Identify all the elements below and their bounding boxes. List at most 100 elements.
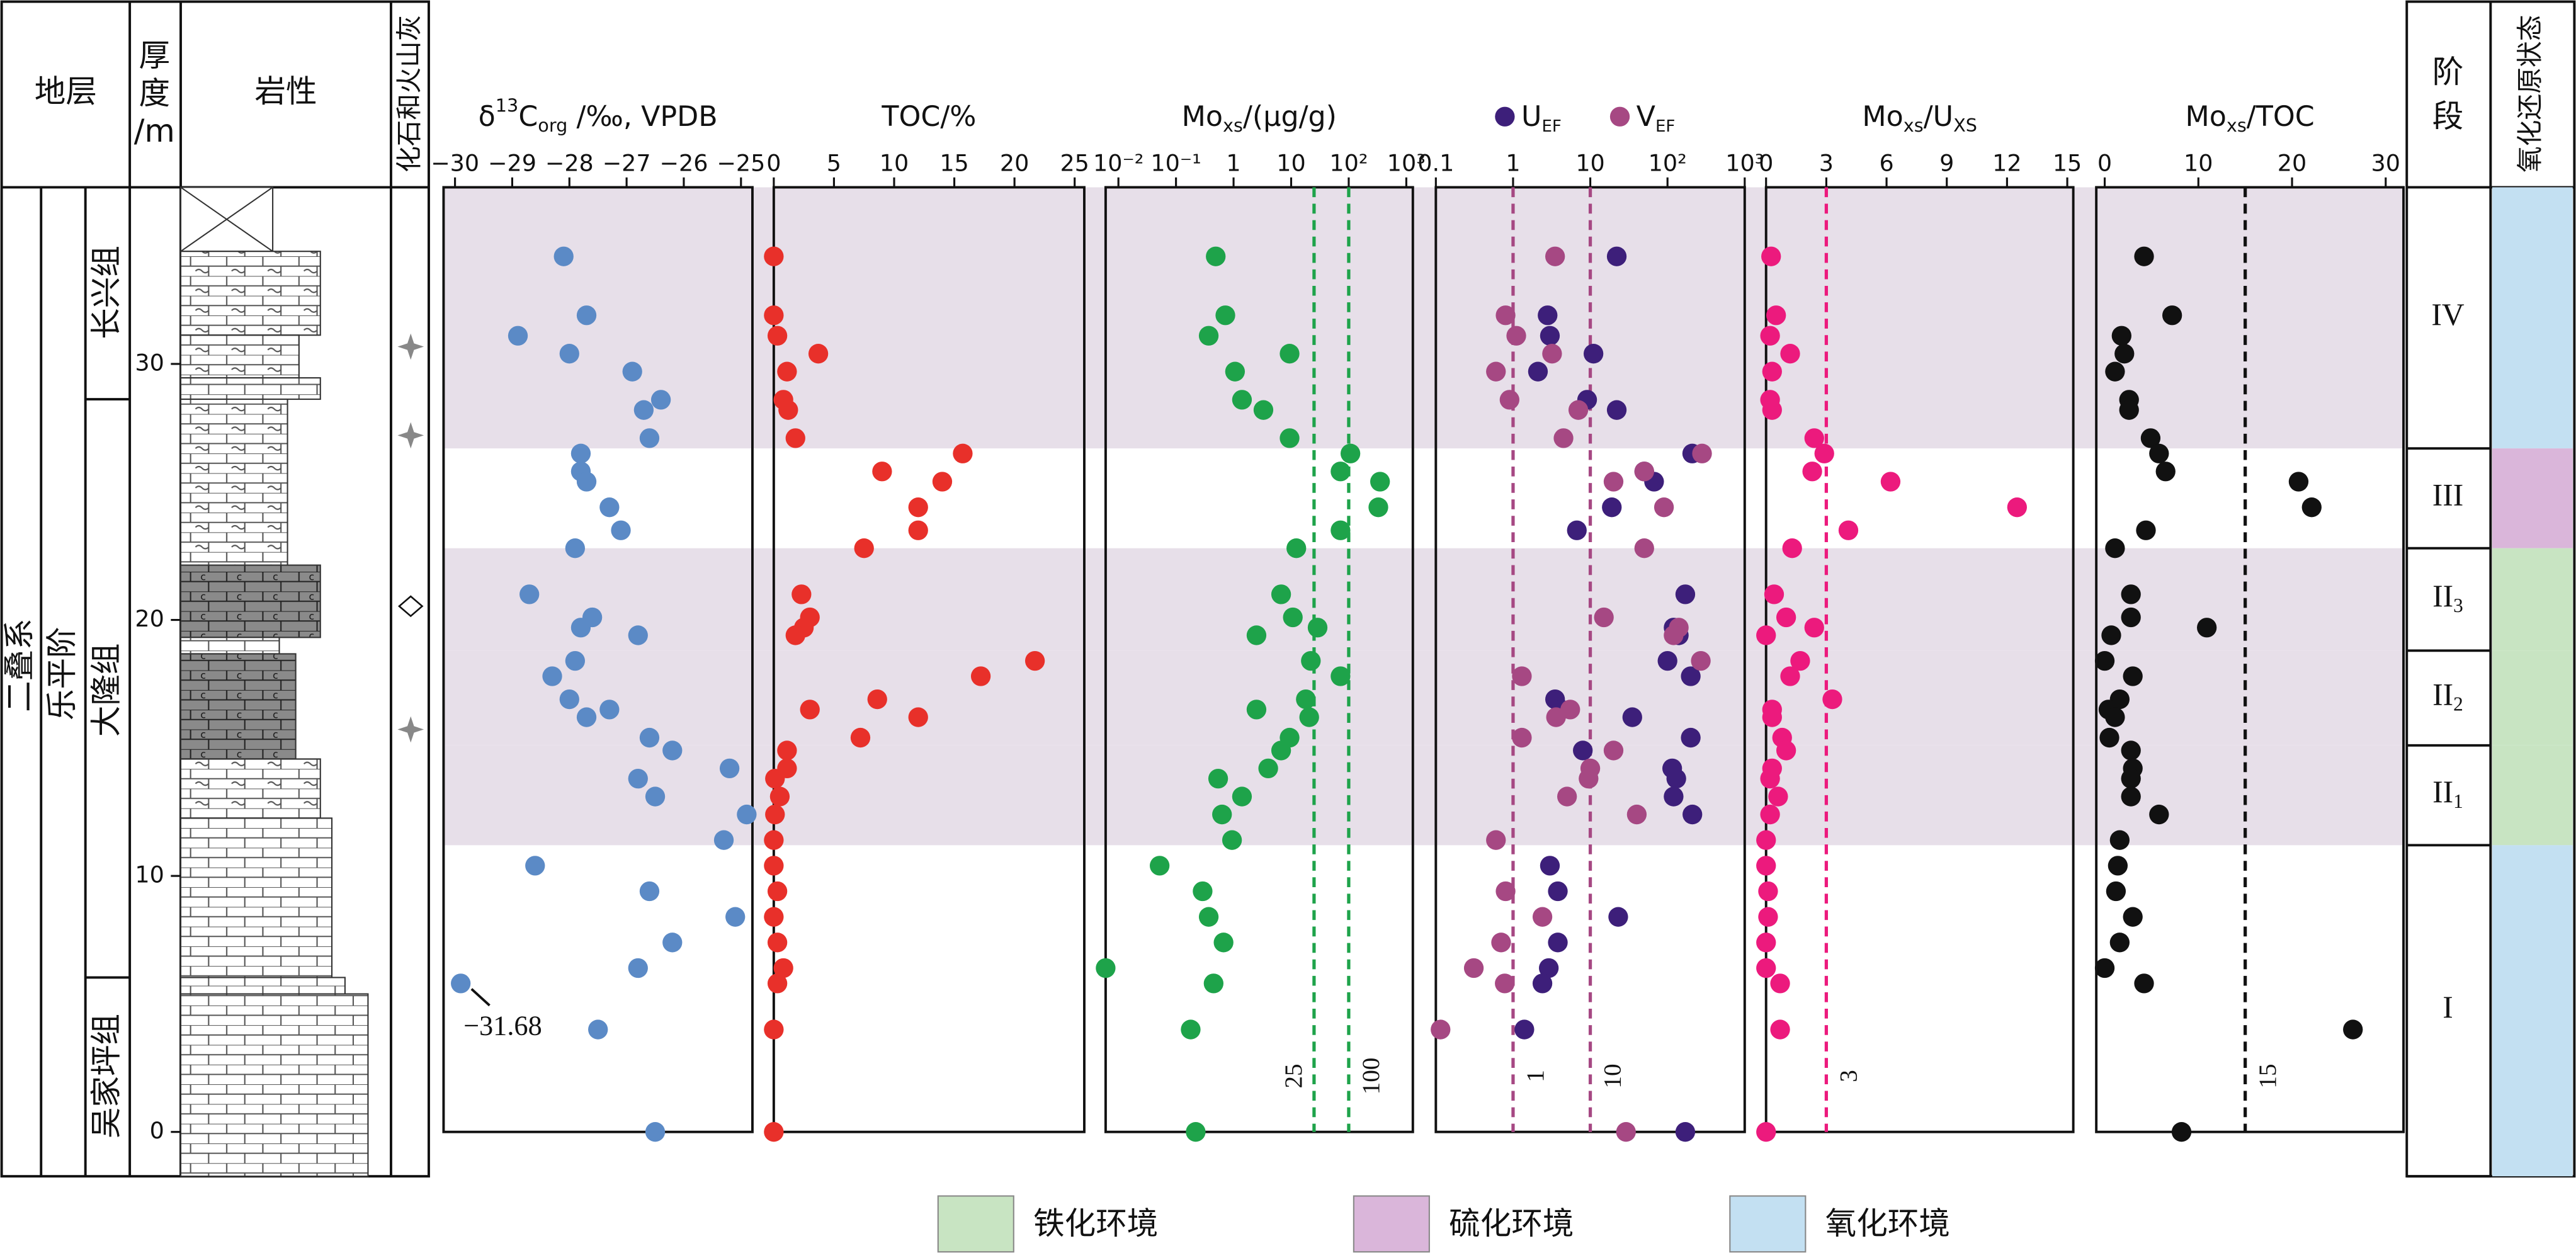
data-point <box>1814 443 1834 463</box>
panel-title-part: xs <box>1223 115 1243 136</box>
data-point <box>1232 390 1252 410</box>
data-point <box>1622 707 1642 727</box>
data-point <box>553 246 574 266</box>
data-point <box>2149 443 2169 463</box>
data-point <box>645 786 666 807</box>
reference-label: 25 <box>1280 1063 1307 1088</box>
panel-title-part: δ <box>479 101 496 133</box>
panel-title-part: 13 <box>496 95 519 116</box>
data-point <box>1758 907 1778 927</box>
data-point <box>1760 326 1780 346</box>
x-tick-label: 3 <box>1819 149 1834 176</box>
data-point <box>1666 768 1686 789</box>
header-thickness: 度 <box>139 75 170 111</box>
stage-label: III <box>2432 478 2464 513</box>
header-redox: 氧化还原状态 <box>2514 15 2545 173</box>
data-point <box>2121 740 2141 761</box>
legend-label: 铁化环境 <box>1033 1205 1158 1242</box>
data-point <box>1776 740 1796 761</box>
header-fossil: 化石和火山灰 <box>394 15 424 173</box>
data-point <box>1514 1019 1535 1040</box>
x-tick-label: −25 <box>717 149 765 176</box>
zone-shading <box>443 187 2404 846</box>
data-point <box>2109 933 2130 953</box>
data-point <box>850 727 871 748</box>
x-tick-label: 0 <box>766 149 781 176</box>
zone-band <box>443 745 2404 846</box>
data-point <box>764 830 784 850</box>
data-point <box>767 933 788 953</box>
stage-label-sub: 1 <box>2453 790 2463 812</box>
data-point <box>1880 472 1901 492</box>
data-point <box>1532 973 1553 994</box>
data-point <box>576 305 597 326</box>
data-point <box>764 1019 784 1040</box>
x-tick-label: 10⁻² <box>1093 149 1143 176</box>
reference-label: 1 <box>1522 1070 1549 1082</box>
data-point <box>725 907 746 927</box>
data-point <box>1181 1019 1201 1040</box>
data-point <box>1548 933 1568 953</box>
data-point <box>808 344 829 364</box>
data-point <box>628 625 648 645</box>
data-point <box>777 740 797 761</box>
data-point <box>1225 361 1245 382</box>
stage-label-main: III <box>2432 478 2464 513</box>
data-point <box>1567 520 1587 540</box>
data-point <box>2109 830 2130 850</box>
data-point <box>2171 1122 2192 1142</box>
x-tick-label: 10² <box>1329 149 1368 176</box>
data-point <box>650 390 671 410</box>
data-point <box>1603 740 1624 761</box>
data-point <box>1766 305 1786 326</box>
header-thickness: /m <box>134 113 175 149</box>
data-point <box>1760 768 1780 789</box>
data-point <box>1271 740 1291 761</box>
series-label: 乐平阶 <box>43 626 80 720</box>
data-point <box>1762 707 1782 727</box>
x-tick-label: 10 <box>2184 149 2213 176</box>
data-point <box>1583 344 1604 364</box>
panel-title-part: org <box>538 115 567 136</box>
data-point <box>1149 856 1170 876</box>
data-point <box>1198 326 1219 346</box>
data-point <box>570 443 591 463</box>
data-point <box>1540 856 1560 876</box>
x-tick-label: 10³ <box>1387 149 1426 176</box>
data-point <box>1512 727 1532 748</box>
data-point <box>1756 856 1776 876</box>
data-point <box>1782 538 1802 558</box>
data-point <box>1232 786 1252 807</box>
data-point <box>953 443 973 463</box>
data-point <box>1206 246 1226 266</box>
panel-frame <box>1764 186 2075 1133</box>
data-point <box>1213 933 1234 953</box>
legend-swatch <box>937 1195 1014 1253</box>
data-point <box>737 804 757 825</box>
panel-title: TOC/% <box>881 101 976 133</box>
header-thickness: 厚 <box>139 37 170 74</box>
data-point <box>1283 607 1303 628</box>
data-point <box>542 666 562 686</box>
data-point <box>1675 1122 1696 1142</box>
data-point <box>1532 907 1553 927</box>
data-point <box>1681 727 1701 748</box>
data-point <box>713 830 734 850</box>
data-point <box>1545 246 1565 266</box>
data-point <box>1495 881 1516 902</box>
data-point <box>777 361 797 382</box>
data-point <box>633 400 654 420</box>
legend-label: VEF <box>1637 101 1676 136</box>
panel-title-part: TOC/% <box>881 101 976 133</box>
data-point <box>1756 830 1776 850</box>
x-tick-label: 12 <box>1992 149 2021 176</box>
data-point <box>1804 618 1824 638</box>
reference-label: 15 <box>2254 1063 2281 1088</box>
data-point <box>1664 786 1684 807</box>
data-point <box>800 700 820 720</box>
data-point <box>908 520 928 540</box>
zone-band <box>443 650 2404 746</box>
data-point <box>1780 344 1800 364</box>
data-point <box>1299 707 1319 727</box>
